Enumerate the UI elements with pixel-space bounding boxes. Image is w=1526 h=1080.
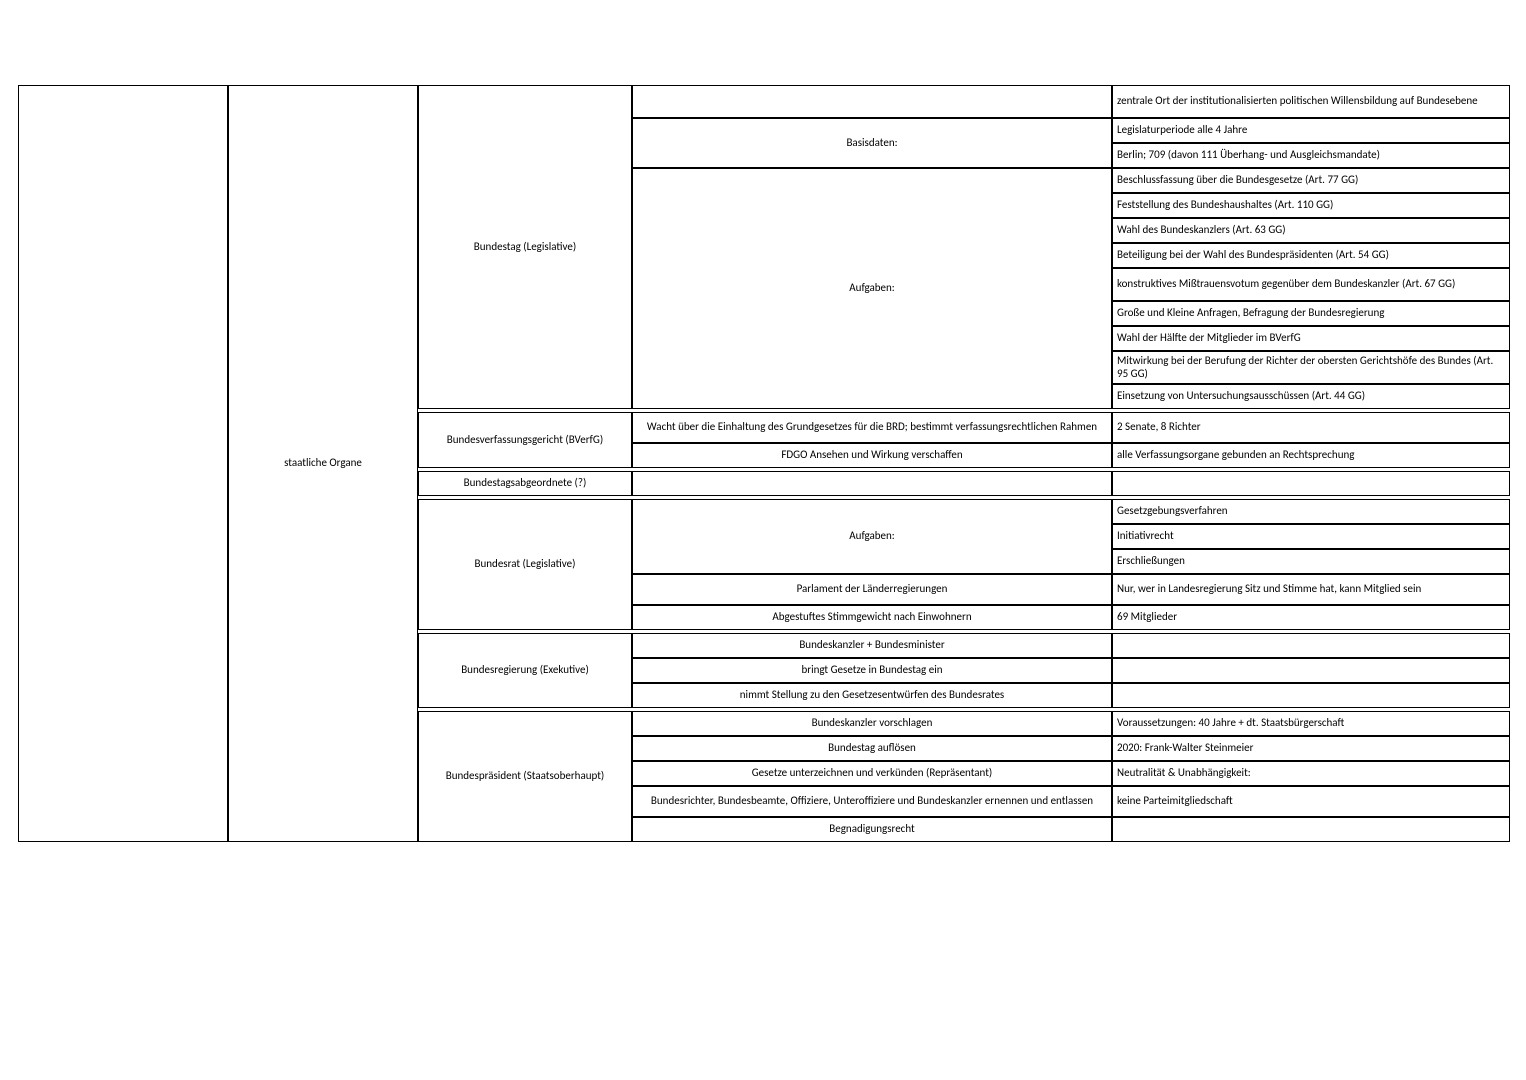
row-detail: [1112, 683, 1510, 708]
outline-spine: [18, 85, 228, 842]
leaf: Erschließungen: [1112, 549, 1510, 574]
organ-bundesrat: Bundesrat (Legislative): [418, 499, 632, 630]
row-detail: Neutralität & Unabhängigkeit:: [1112, 761, 1510, 786]
organ-bundesregierung: Bundesregierung (Exekutive): [418, 633, 632, 708]
section-label: Aufgaben:: [632, 499, 1112, 574]
row-detail: [1112, 817, 1510, 842]
leaf: konstruktives Mißtrauensvotum gegenüber …: [1112, 268, 1510, 301]
row-desc: [632, 471, 1112, 496]
row-desc: bringt Gesetze in Bundestag ein: [632, 658, 1112, 683]
row-detail: alle Verfassungsorgane gebunden an Recht…: [1112, 443, 1510, 468]
leaf: Feststellung des Bundeshaushaltes (Art. …: [1112, 193, 1510, 218]
leaf: Initiativrecht: [1112, 524, 1510, 549]
leaf: Mitwirkung bei der Berufung der Richter …: [1112, 351, 1510, 384]
row-desc: Bundestag auflösen: [632, 736, 1112, 761]
leaf: Wahl des Bundeskanzlers (Art. 63 GG): [1112, 218, 1510, 243]
row-desc: Bundeskanzler + Bundesminister: [632, 633, 1112, 658]
section-label: Basisdaten:: [632, 118, 1112, 168]
row-detail: [1112, 471, 1510, 496]
row-desc: Parlament der Länderregierungen: [632, 574, 1112, 605]
row-desc: Abgestuftes Stimmgewicht nach Einwohnern: [632, 605, 1112, 630]
leaf: Legislaturperiode alle 4 Jahre: [1112, 118, 1510, 143]
row-detail: Voraussetzungen: 40 Jahre + dt. Staatsbü…: [1112, 711, 1510, 736]
row-detail: Nur, wer in Landesregierung Sitz und Sti…: [1112, 574, 1510, 605]
row-desc: Bundesrichter, Bundesbeamte, Offiziere, …: [632, 786, 1112, 817]
leaf: Große und Kleine Anfragen, Befragung der…: [1112, 301, 1510, 326]
section-label: [632, 85, 1112, 118]
leaf: zentrale Ort der institutionalisierten p…: [1112, 85, 1510, 118]
row-desc: Bundeskanzler vorschlagen: [632, 711, 1112, 736]
organ-abgeordnete: Bundestagsabgeordnete (?): [418, 471, 632, 496]
organ-bverfg: Bundesverfassungsgericht (BVerfG): [418, 412, 632, 468]
row-desc: Begnadigungsrecht: [632, 817, 1112, 842]
leaf: Wahl der Hälfte der Mitglieder im BVerfG: [1112, 326, 1510, 351]
leaf: Beteiligung bei der Wahl des Bundespräsi…: [1112, 243, 1510, 268]
row-detail: 2 Senate, 8 Richter: [1112, 412, 1510, 443]
row-detail: 2020: Frank-Walter Steinmeier: [1112, 736, 1510, 761]
row-desc: FDGO Ansehen und Wirkung verschaffen: [632, 443, 1112, 468]
row-detail: keine Parteimitgliedschaft: [1112, 786, 1510, 817]
organ-bundespraesident: Bundespräsident (Staatsoberhaupt): [418, 711, 632, 842]
leaf: Berlin; 709 (davon 111 Überhang- und Aus…: [1112, 143, 1510, 168]
row-desc: Gesetze unterzeichnen und verkünden (Rep…: [632, 761, 1112, 786]
leaf: Gesetzgebungsverfahren: [1112, 499, 1510, 524]
row-detail: [1112, 633, 1510, 658]
leaf: Beschlussfassung über die Bundesgesetze …: [1112, 168, 1510, 193]
organ-bundestag: Bundestag (Legislative): [418, 85, 632, 409]
section-label: Aufgaben:: [632, 168, 1112, 409]
row-detail: [1112, 658, 1510, 683]
leaf: Einsetzung von Untersuchungsausschüssen …: [1112, 384, 1510, 409]
root-label: staatliche Organe: [228, 85, 418, 842]
row-desc: nimmt Stellung zu den Gesetzesentwürfen …: [632, 683, 1112, 708]
row-desc: Wacht über die Einhaltung des Grundgeset…: [632, 412, 1112, 443]
row-detail: 69 Mitglieder: [1112, 605, 1510, 630]
diagram-stage: staatliche OrganeBundestag (Legislative)…: [0, 0, 1526, 1080]
